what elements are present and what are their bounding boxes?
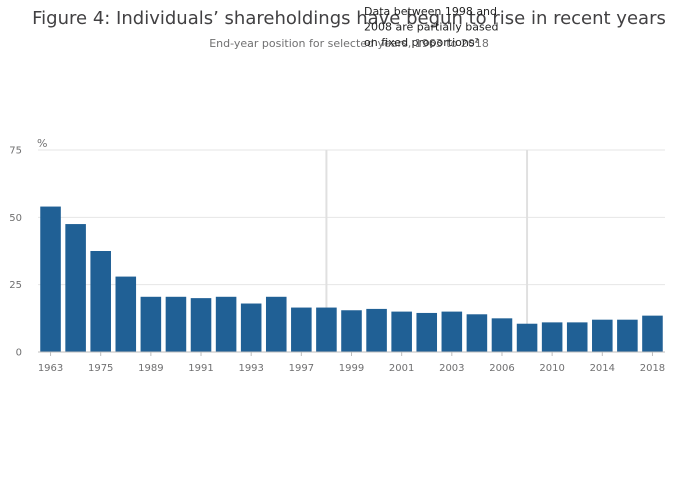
bar-2008[interactable] <box>516 323 538 352</box>
chart-title: Figure 4: Individuals’ shareholdings hav… <box>32 8 666 29</box>
x-tick-1963: 1963 <box>38 363 63 374</box>
x-tick-1993: 1993 <box>238 363 263 374</box>
x-tick-2001: 2001 <box>389 363 414 374</box>
bar-1997[interactable] <box>291 307 312 352</box>
x-tick-2003: 2003 <box>439 363 464 374</box>
bar-1975[interactable] <box>90 251 111 352</box>
x-tick-1999: 1999 <box>339 363 364 374</box>
annotation-note: Data between 1998 and 2008 are partially… <box>364 5 502 49</box>
annotation-line-3: on fixed proportions² <box>364 36 479 49</box>
bar-1990[interactable] <box>165 296 187 352</box>
x-tick-1975: 1975 <box>88 363 113 374</box>
bar-1989[interactable] <box>140 296 162 352</box>
x-tick-1989: 1989 <box>138 363 163 374</box>
x-tick-1991: 1991 <box>188 363 213 374</box>
y-tick-labels: 0 25 50 75 <box>9 146 22 359</box>
y-tick-50: 50 <box>9 213 22 224</box>
x-tick-2006: 2006 <box>489 363 514 374</box>
x-tick-1997: 1997 <box>289 363 314 374</box>
bar-2001[interactable] <box>391 311 412 352</box>
bar-2000[interactable] <box>366 308 387 352</box>
bar-1998[interactable] <box>316 307 337 352</box>
bar-1963[interactable] <box>40 206 61 352</box>
chart-subtitle: End-year position for selected years, 19… <box>209 37 489 50</box>
bar-2018[interactable] <box>642 315 663 352</box>
bar-2004[interactable] <box>466 314 488 352</box>
bar-1991[interactable] <box>190 298 212 352</box>
bar-1969[interactable] <box>65 224 86 352</box>
y-tick-25: 25 <box>9 280 22 291</box>
bar-1994[interactable] <box>265 296 287 352</box>
bar-2014[interactable] <box>592 319 613 352</box>
bar-2002[interactable] <box>416 312 438 352</box>
bar-1999[interactable] <box>341 310 362 352</box>
bar-2010[interactable] <box>541 322 563 352</box>
bar-2006[interactable] <box>491 318 513 352</box>
annotation-line-2: 2008 are partially based <box>364 21 498 34</box>
bar-2012[interactable] <box>566 322 588 352</box>
x-tick-2014: 2014 <box>590 363 615 374</box>
bar-1981[interactable] <box>115 276 137 352</box>
bars <box>40 206 663 352</box>
y-axis-label: % <box>37 137 47 150</box>
annotation-line-1: Data between 1998 and <box>364 5 497 18</box>
x-tick-labels: 1963 1975 1989 1991 1993 1997 1999 2001 2003 2006… <box>38 352 665 374</box>
bar-1992[interactable] <box>215 296 237 352</box>
bar-2003[interactable] <box>441 311 463 352</box>
y-tick-75: 75 <box>9 146 22 157</box>
bar-2016[interactable] <box>617 319 638 352</box>
x-tick-2010: 2010 <box>539 363 564 374</box>
y-gridlines <box>38 149 665 286</box>
bar-1993[interactable] <box>240 303 262 352</box>
x-tick-2018: 2018 <box>640 363 665 374</box>
y-tick-0: 0 <box>16 348 22 359</box>
